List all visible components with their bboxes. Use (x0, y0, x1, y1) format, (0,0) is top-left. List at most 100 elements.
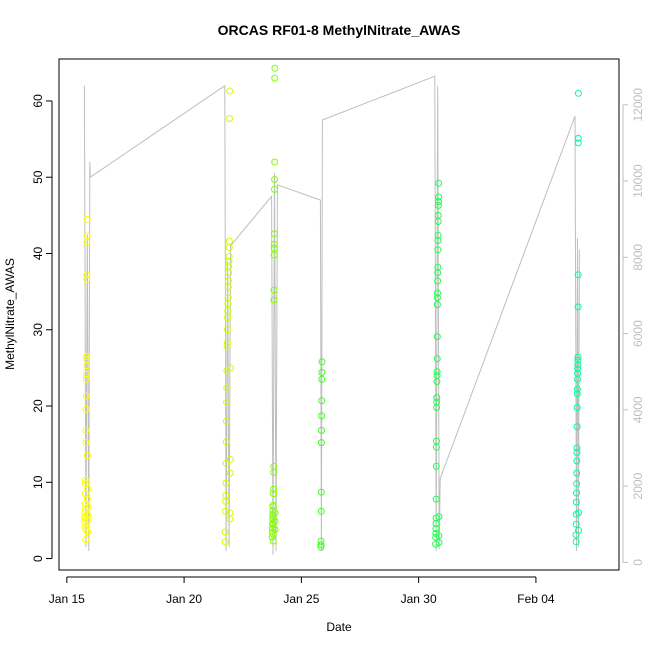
y-tick-label: 40 (31, 247, 45, 261)
data-point (572, 520, 580, 528)
x-tick-label: Jan 20 (166, 592, 202, 606)
data-point (574, 369, 582, 377)
data-point (271, 176, 279, 183)
data-point (317, 439, 325, 447)
data-point (434, 211, 442, 219)
data-point (223, 339, 231, 347)
data-point (271, 526, 279, 534)
data-point (269, 521, 277, 529)
data-point (575, 526, 582, 534)
data-point (434, 269, 442, 277)
data-point (573, 457, 581, 465)
data-point (574, 361, 582, 369)
data-point (573, 390, 581, 398)
data-point (221, 528, 229, 536)
data-point (433, 333, 441, 341)
data-point (573, 480, 581, 488)
data-point (82, 536, 90, 543)
data-point (84, 485, 92, 493)
data-point (435, 179, 443, 187)
data-point (82, 526, 90, 534)
data-point (435, 532, 443, 540)
data-point (84, 528, 92, 536)
data-point (572, 538, 580, 546)
y-axis-label: MethylNitrate_AWAS (3, 258, 17, 370)
data-point (434, 237, 442, 244)
y-tick-label: 10 (31, 475, 45, 489)
x-tick-label: Feb 04 (517, 592, 555, 606)
y2-tick-label: 2000 (631, 472, 645, 499)
data-point (574, 89, 582, 97)
data-point (270, 251, 278, 259)
data-point (269, 513, 277, 521)
data-point (224, 314, 232, 322)
data-point (270, 296, 278, 304)
data-point (271, 64, 279, 72)
data-point (574, 353, 582, 361)
points-layer (81, 64, 583, 551)
data-point (318, 397, 326, 405)
data-point (82, 375, 90, 383)
data-point (226, 115, 233, 122)
data-point (270, 462, 278, 470)
data-point (318, 375, 326, 383)
data-point (573, 404, 581, 411)
data-point (222, 438, 230, 446)
data-point (226, 455, 234, 463)
data-point (83, 215, 91, 223)
data-point (574, 134, 582, 142)
data-point (434, 289, 441, 297)
chart-title: ORCAS RF01-8 MethylNitrate_AWAS (218, 22, 461, 38)
data-point (83, 275, 91, 283)
data-point (84, 495, 91, 503)
data-point (225, 237, 233, 245)
data-point (433, 368, 441, 376)
y2-tick-label: 0 (631, 559, 645, 566)
y2-tick-label: 8000 (631, 244, 645, 271)
data-point (434, 246, 442, 254)
y-tick-label: 30 (31, 323, 45, 337)
data-point (318, 426, 325, 434)
data-point (573, 469, 581, 477)
data-point (270, 240, 278, 248)
data-point (433, 394, 441, 402)
data-point (225, 243, 233, 251)
data-point (432, 495, 440, 503)
data-point (223, 384, 231, 392)
data-point (573, 449, 581, 456)
x-axis-label: Date (326, 620, 352, 634)
data-point (222, 491, 230, 499)
data-point (225, 253, 233, 260)
data-point (224, 277, 232, 285)
data-point (82, 405, 90, 413)
data-point (226, 515, 234, 523)
data-point (433, 437, 440, 445)
series-rf02 (221, 87, 234, 546)
series-rf04 (317, 358, 326, 551)
data-point (318, 358, 326, 366)
data-point (225, 257, 233, 265)
data-point (317, 541, 325, 549)
data-point (433, 355, 441, 363)
data-point (433, 301, 441, 309)
data-point (433, 294, 441, 302)
data-point (226, 469, 234, 477)
y-axis-left: 0 10 20 30 40 50 60 (31, 94, 53, 562)
data-point (574, 356, 582, 364)
data-point (317, 507, 325, 515)
plot-frame (58, 58, 620, 571)
y2-tick-label: 10000 (631, 164, 645, 198)
data-point (572, 498, 580, 506)
data-point (223, 343, 231, 350)
data-point (574, 365, 582, 373)
data-point (433, 398, 441, 406)
y2-tick-label: 4000 (631, 396, 645, 423)
data-point (83, 452, 91, 460)
data-point (434, 277, 442, 285)
altitude-layer (83, 75, 580, 555)
series-rf01 (81, 215, 92, 543)
data-point (432, 520, 440, 527)
series-rf03 (268, 64, 279, 545)
data-point (221, 538, 229, 546)
